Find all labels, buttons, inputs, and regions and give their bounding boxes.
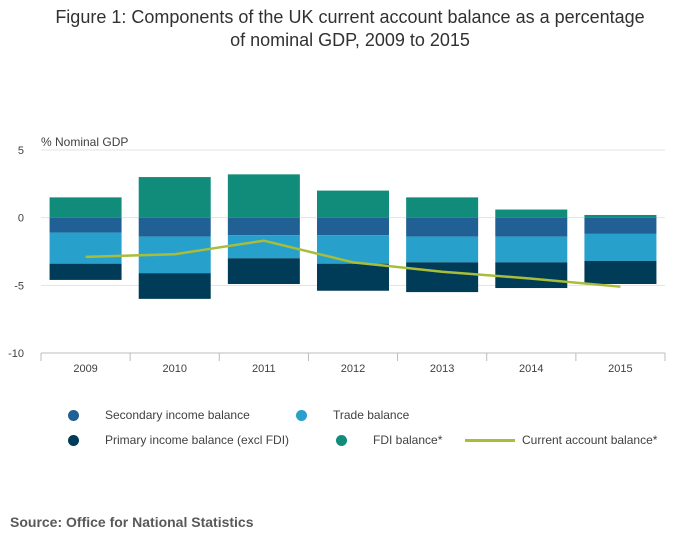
x-tick-label: 2012 — [341, 363, 365, 375]
legend-swatch-secondary-income — [68, 409, 79, 421]
legend-swatch-fdi — [336, 434, 347, 446]
bar-segment-secondary-income-balance — [495, 217, 568, 237]
bar-segment-secondary-income-balance — [138, 217, 211, 237]
legend-item-current-account: Current account balance* — [465, 433, 657, 447]
bar-segment-primary-income-balance-excl-fdi — [406, 262, 479, 293]
bar-segment-fdi-balance — [406, 197, 479, 218]
bar-segment-primary-income-balance-excl-fdi — [584, 260, 657, 284]
legend-item-trade: Trade balance — [296, 408, 409, 422]
bar-segment-secondary-income-balance — [49, 217, 122, 233]
bar-segment-fdi-balance — [227, 174, 300, 218]
chart-title-line1: Figure 1: Components of the UK current a… — [55, 7, 645, 27]
y-tick-label: 5 — [18, 145, 24, 157]
bar-segment-trade-balance — [584, 233, 657, 261]
bar-segment-fdi-balance — [495, 209, 568, 218]
legend-label-current-account: Current account balance* — [522, 433, 658, 447]
y-axis-label: % Nominal GDP — [41, 135, 128, 149]
legend-label-fdi: FDI balance* — [373, 433, 443, 447]
bar-segment-fdi-balance — [49, 197, 122, 218]
bar-segment-trade-balance — [317, 235, 389, 264]
bar-segment-fdi-balance — [584, 214, 657, 218]
legend-item-fdi: FDI balance* — [336, 433, 442, 447]
bar-segment-fdi-balance — [317, 190, 389, 218]
bar-segment-trade-balance — [495, 236, 568, 263]
x-tick-label: 2011 — [252, 363, 276, 375]
y-tick-label: 0 — [18, 213, 24, 225]
bar-segment-secondary-income-balance — [227, 217, 300, 236]
bar-segment-primary-income-balance-excl-fdi — [317, 263, 389, 291]
bar-segment-primary-income-balance-excl-fdi — [49, 263, 122, 280]
x-tick-label: 2015 — [608, 363, 632, 375]
bar-segment-secondary-income-balance — [584, 217, 657, 234]
legend-label-primary-income: Primary income balance (excl FDI) — [105, 433, 290, 447]
legend-swatch-current-account — [465, 438, 515, 442]
bar-segment-trade-balance — [227, 235, 300, 259]
bar-segment-primary-income-balance-excl-fdi — [138, 273, 211, 299]
bar-segment-secondary-income-balance — [406, 217, 479, 237]
chart-title: Figure 1: Components of the UK current a… — [0, 6, 700, 52]
source-note: Source: Office for National Statistics — [10, 514, 254, 530]
y-tick-label: -5 — [14, 280, 24, 292]
legend-item-primary-income: Primary income balance (excl FDI) — [68, 433, 289, 447]
bar-segment-primary-income-balance-excl-fdi — [227, 258, 300, 284]
bar-segment-primary-income-balance-excl-fdi — [495, 262, 568, 289]
legend-label-secondary-income: Secondary income balance — [105, 408, 250, 422]
x-tick-label: 2013 — [430, 363, 454, 375]
legend-swatch-primary-income — [68, 434, 79, 446]
legend-label-trade: Trade balance — [333, 408, 410, 422]
chart-title-line2: of nominal GDP, 2009 to 2015 — [230, 30, 470, 50]
bar-segment-secondary-income-balance — [317, 217, 389, 236]
legend-item-secondary-income: Secondary income balance — [68, 408, 250, 422]
x-tick-label: 2009 — [73, 363, 97, 375]
y-tick-label: -10 — [8, 348, 24, 360]
legend-swatch-trade — [296, 409, 307, 421]
bar-segment-fdi-balance — [138, 177, 211, 218]
bar-segment-trade-balance — [49, 232, 122, 264]
x-tick-label: 2010 — [162, 363, 186, 375]
bar-segment-trade-balance — [406, 236, 479, 263]
x-tick-label: 2014 — [519, 363, 543, 375]
